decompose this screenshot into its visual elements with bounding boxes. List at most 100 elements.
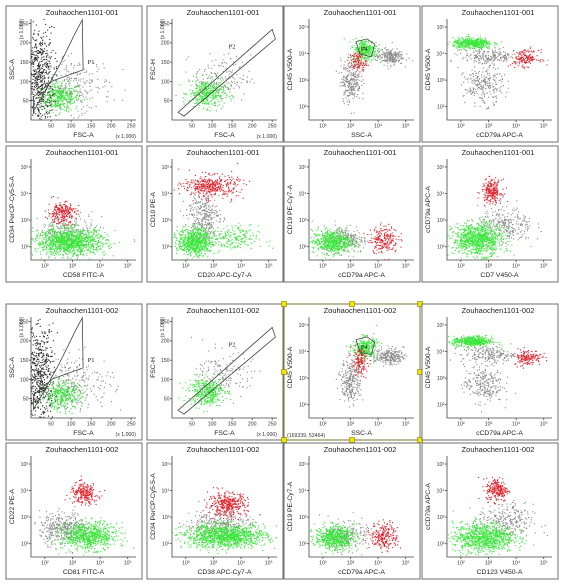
event-dot: [527, 66, 529, 68]
gate-outline[interactable]: [33, 18, 84, 113]
event-dot: [69, 212, 71, 214]
event-dot: [373, 56, 375, 58]
event-dot: [483, 86, 485, 88]
event-dot: [211, 87, 213, 89]
axis-lines: [171, 19, 277, 121]
event-dot: [384, 59, 386, 61]
event-dot: [379, 58, 381, 60]
event-dot: [42, 71, 44, 73]
event-dot: [72, 102, 74, 104]
event-dot: [47, 116, 49, 118]
event-dot: [384, 53, 386, 55]
event-dot: [41, 94, 43, 96]
event-dot: [392, 59, 394, 61]
event-dot: [485, 55, 487, 57]
event-dot: [73, 220, 75, 222]
event-dot: [64, 106, 66, 108]
event-dot: [509, 64, 511, 66]
event-dot: [482, 39, 484, 41]
event-dot: [212, 85, 214, 87]
event-dot: [348, 101, 350, 103]
gate-outline[interactable]: [177, 28, 276, 117]
event-dot: [390, 59, 392, 61]
event-dot: [495, 95, 497, 97]
event-dot: [202, 90, 204, 92]
event-dot: [365, 49, 367, 51]
event-dot: [523, 57, 525, 59]
event-dot: [377, 48, 379, 50]
event-dot: [369, 56, 371, 58]
event-dot: [91, 231, 93, 233]
event-dot: [50, 101, 52, 103]
event-dot: [65, 209, 67, 211]
event-dot: [205, 82, 207, 84]
event-dot: [528, 54, 530, 56]
event-dot: [361, 75, 363, 77]
event-dot: [33, 32, 35, 34]
event-dot: [482, 100, 484, 102]
event-dot: [59, 238, 61, 240]
event-dot: [59, 103, 61, 105]
event-dot: [357, 56, 359, 58]
event-dot: [88, 107, 90, 109]
event-dot: [387, 60, 389, 62]
event-dot: [133, 239, 135, 241]
event-dot: [495, 52, 497, 54]
event-dot: [475, 39, 477, 41]
event-dot: [187, 56, 189, 58]
event-dot: [52, 222, 54, 224]
event-dot: [519, 63, 521, 65]
event-dot: [197, 86, 199, 88]
event-dot: [366, 53, 368, 55]
event-dot: [202, 99, 204, 101]
event-dot: [83, 81, 85, 83]
event-dot: [66, 70, 68, 72]
event-dot: [513, 61, 515, 63]
event-dot: [498, 59, 500, 61]
event-dot: [94, 241, 96, 243]
event-dot: [223, 54, 225, 56]
event-dot: [362, 63, 364, 65]
event-dot: [107, 96, 109, 98]
event-dot: [84, 99, 86, 101]
event-dot: [48, 236, 50, 238]
event-dot: [381, 56, 383, 58]
gate-outline[interactable]: [355, 38, 376, 58]
event-dot: [54, 230, 56, 232]
event-dot: [85, 238, 87, 240]
event-dot: [66, 240, 68, 242]
event-dot: [55, 217, 57, 219]
y-tick-label: 200: [20, 41, 29, 47]
event-dot: [68, 102, 70, 104]
event-dot: [195, 93, 197, 95]
event-dot: [64, 109, 66, 111]
event-dot: [31, 119, 32, 120]
event-dot: [356, 83, 358, 85]
event-dot: [75, 213, 77, 215]
event-dot: [67, 237, 69, 239]
event-dot: [369, 47, 371, 49]
event-dot: [365, 47, 367, 49]
event-dot: [52, 89, 54, 91]
event-dot: [41, 247, 43, 249]
event-dot: [473, 39, 475, 41]
event-dot: [479, 43, 481, 45]
event-dot: [361, 59, 363, 61]
event-dot: [62, 209, 64, 211]
event-dot: [401, 57, 403, 59]
event-dot: [34, 58, 36, 60]
event-dot: [465, 38, 467, 40]
event-dot: [500, 59, 502, 61]
event-dot: [50, 104, 52, 106]
event-dot: [503, 59, 505, 61]
event-dot: [349, 92, 351, 94]
event-dot: [65, 236, 67, 238]
y-tick-label: 250: [20, 21, 29, 27]
event-dot: [342, 98, 344, 100]
event-dot: [344, 76, 346, 78]
event-dot: [89, 237, 91, 239]
event-dot: [230, 98, 232, 100]
event-dot: [362, 79, 364, 81]
event-dot: [495, 77, 497, 79]
event-dot: [74, 91, 76, 93]
